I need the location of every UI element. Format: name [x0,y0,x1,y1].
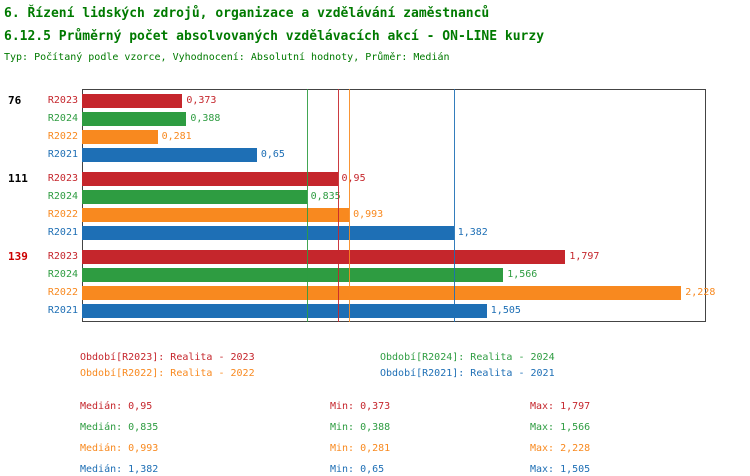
bar-track: 0,281 [82,130,706,144]
bar-track: 2,228 [82,286,715,300]
bar-group-139: 139 R2023 1,797 R2024 1,566 R2022 2,228 R2021 1,… [0,250,750,318]
stats-row-r2021: Medián: 1,382 Min: 0,65 Max: 1,505 [80,459,750,476]
stats-table: Medián: 0,95 Min: 0,373 Max: 1,797 Mediá… [0,396,750,476]
bar-value: 0,65 [260,149,285,160]
bar-chart: 76 R2023 0,373 R2024 0,388 R2022 0,281 R2021 0,6… [0,89,750,322]
bar-r2021 [82,148,257,162]
legend-column-left: Období[R2023]: Realita - 2023 Období[R20… [80,350,380,382]
bar-row: 139 R2023 1,797 [0,250,750,264]
series-label-r2022: R2022 [47,209,78,220]
legend: Období[R2023]: Realita - 2023 Období[R20… [0,350,750,382]
stat-min: Min: 0,65 [330,464,385,475]
bar-row: R2024 0,835 [0,190,750,204]
bar-value: 1,797 [569,251,600,262]
stat-median: Medián: 1,382 [80,464,159,475]
stat-median: Medián: 0,835 [80,422,159,433]
bar-row: 111 R2023 0,95 [0,172,750,186]
report-header: 6. Řízení lidských zdrojů, organizace a … [0,0,750,63]
stats-row-r2022: Medián: 0,993 Min: 0,281 Max: 2,228 [80,438,750,459]
stat-max: Max: 1,505 [530,464,591,475]
bar-row: R2024 1,566 [0,268,750,282]
bar-track: 0,373 [82,94,706,108]
legend-item-r2022: Období[R2022]: Realita - 2022 [80,368,255,379]
bar-r2022 [82,286,682,300]
bar-r2021 [82,304,487,318]
group-label: 76 [8,94,22,107]
bar-row: R2022 0,993 [0,208,750,222]
bar-track: 1,797 [82,250,706,264]
stat-median: Medián: 0,95 [80,401,153,412]
series-label-r2024: R2024 [47,113,78,124]
bar-track: 0,835 [82,190,706,204]
bar-value: 0,388 [190,113,221,124]
bar-track: 1,382 [82,226,706,240]
bar-value: 1,505 [490,305,521,316]
bar-value: 0,835 [310,191,341,202]
bar-r2024 [82,268,504,282]
series-label-r2021: R2021 [47,227,78,238]
legend-item-r2024: Období[R2024]: Realita - 2024 [380,352,555,363]
group-label: 111 [8,172,28,185]
chart-rows: 76 R2023 0,373 R2024 0,388 R2022 0,281 R2021 0,6… [0,94,750,318]
legend-item-r2021: Období[R2021]: Realita - 2021 [380,368,555,379]
stat-min: Min: 0,388 [330,422,391,433]
group-label: 139 [8,250,28,263]
bar-r2023 [82,250,566,264]
series-label-r2023: R2023 [47,173,78,184]
stat-max: Max: 1,566 [530,422,591,433]
series-label-r2024: R2024 [47,191,78,202]
bar-track: 0,993 [82,208,706,222]
bar-track: 1,505 [82,304,706,318]
bar-r2024 [82,190,307,204]
stat-median: Medián: 0,993 [80,443,159,454]
bar-value: 1,566 [507,269,538,280]
bar-group-76: 76 R2023 0,373 R2024 0,388 R2022 0,281 R2021 0,6… [0,94,750,162]
bar-row: R2021 1,382 [0,226,750,240]
bar-track: 1,566 [82,268,706,282]
bar-value: 0,993 [353,209,384,220]
bar-row: R2022 0,281 [0,130,750,144]
stat-min: Min: 0,281 [330,443,391,454]
series-label-r2022: R2022 [47,131,78,142]
stats-row-r2023: Medián: 0,95 Min: 0,373 Max: 1,797 [80,396,750,417]
bar-group-111: 111 R2023 0,95 R2024 0,835 R2022 0,993 R2021 1,3… [0,172,750,240]
bar-row: R2021 1,505 [0,304,750,318]
bar-value: 0,281 [161,131,192,142]
bar-value: 1,382 [457,227,488,238]
series-label-r2024: R2024 [47,269,78,280]
bar-r2023 [82,172,338,186]
stats-row-r2024: Medián: 0,835 Min: 0,388 Max: 1,566 [80,417,750,438]
bar-value: 2,228 [685,287,716,298]
legend-item-r2023: Období[R2023]: Realita - 2023 [80,352,255,363]
stat-max: Max: 2,228 [530,443,591,454]
series-label-r2023: R2023 [47,95,78,106]
bar-value: 0,95 [341,173,366,184]
report-title-line1: 6. Řízení lidských zdrojů, organizace a … [4,6,490,21]
bar-track: 0,388 [82,112,706,126]
bar-value: 0,373 [186,95,217,106]
report-title-line2: 6.12.5 Průměrný počet absolvovaných vzdě… [4,29,545,44]
bar-r2022 [82,130,158,144]
bar-track: 0,95 [82,172,706,186]
series-label-r2021: R2021 [47,305,78,316]
bar-r2021 [82,226,454,240]
bar-row: 76 R2023 0,373 [0,94,750,108]
report-meta: Typ: Počítaný podle vzorce, Vyhodnocení:… [4,52,450,63]
series-label-r2021: R2021 [47,149,78,160]
bar-row: R2022 2,228 [0,286,750,300]
bar-r2023 [82,94,183,108]
bar-row: R2024 0,388 [0,112,750,126]
bar-row: R2021 0,65 [0,148,750,162]
plot-frame [82,89,706,322]
series-label-r2022: R2022 [47,287,78,298]
stat-max: Max: 1,797 [530,401,591,412]
legend-column-right: Období[R2024]: Realita - 2024 Období[R20… [380,350,680,382]
bar-r2022 [82,208,350,222]
series-label-r2023: R2023 [47,251,78,262]
bar-track: 0,65 [82,148,706,162]
bar-r2024 [82,112,187,126]
stat-min: Min: 0,373 [330,401,391,412]
